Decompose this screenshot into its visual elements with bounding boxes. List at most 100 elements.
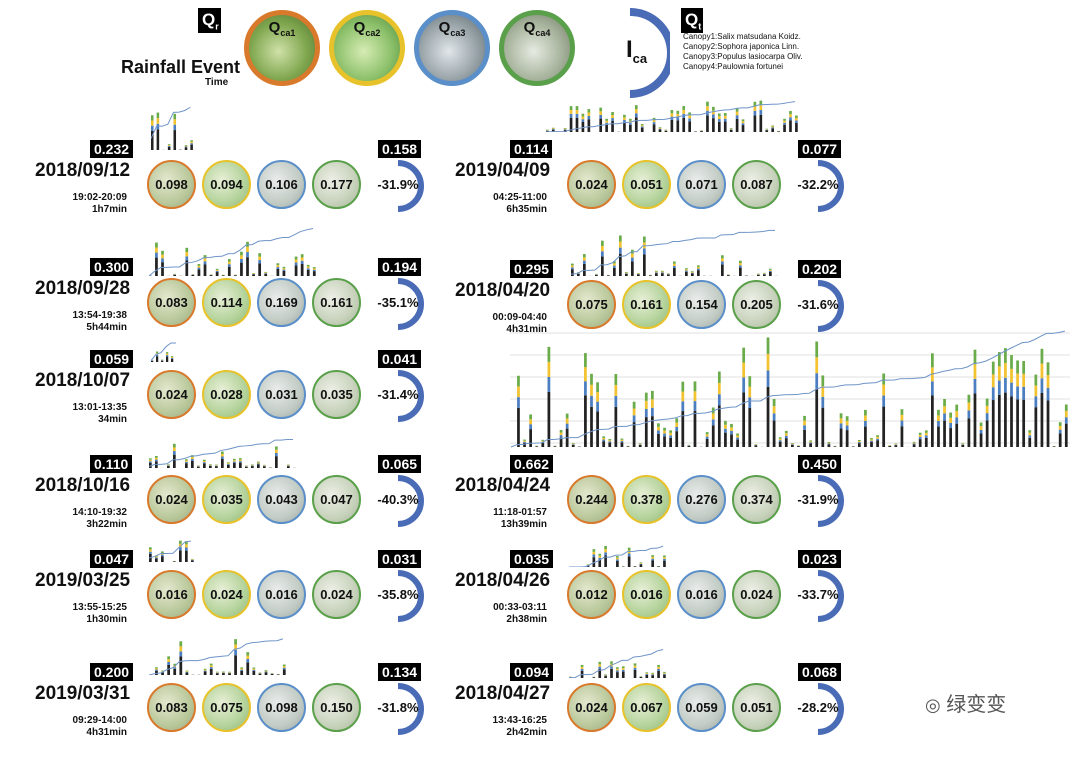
- rain-bar-segment: [554, 446, 557, 447]
- rain-bar-segment: [167, 662, 170, 665]
- rain-bar-segment: [961, 445, 964, 447]
- rain-bar-segment: [157, 113, 160, 119]
- rain-bar-segment: [161, 251, 164, 255]
- rain-bar-segment: [986, 399, 989, 406]
- ica-ring: -35.1%: [372, 278, 424, 330]
- rain-bar-segment: [992, 374, 995, 387]
- event-duration: 1h30min: [7, 614, 127, 626]
- rain-bar-segment: [216, 673, 219, 675]
- rain-bar-segment: [1047, 375, 1050, 388]
- qr-value: 0.114: [510, 140, 552, 158]
- rain-bar-segment: [657, 665, 660, 667]
- rain-bar-segment: [882, 407, 885, 447]
- rain-bar-segment: [240, 259, 243, 263]
- rain-bar-segment: [517, 386, 520, 397]
- rain-bar-segment: [643, 237, 646, 243]
- rain-bar-segment: [1016, 373, 1019, 386]
- rain-bar-segment: [759, 105, 762, 110]
- rain-bar-segment: [161, 551, 164, 553]
- rain-bar-segment: [706, 439, 709, 447]
- canopy1-value-circle: 0.083: [147, 278, 196, 327]
- rain-bar-segment: [639, 445, 642, 447]
- rain-bar-segment: [961, 444, 964, 445]
- rain-bar-segment: [613, 263, 616, 265]
- rain-bar-segment: [637, 274, 640, 276]
- rain-bar-segment: [523, 441, 526, 442]
- rain-bar-segment: [179, 646, 182, 651]
- canopy3-value-circle: 0.059: [677, 683, 726, 732]
- rain-bar-segment: [694, 411, 697, 447]
- rain-bar-segment: [712, 107, 715, 111]
- rain-bar-segment: [610, 666, 613, 668]
- rain-bar-segment: [828, 443, 831, 444]
- rain-bar-segment: [682, 110, 685, 114]
- qt-value: 0.065: [378, 455, 421, 473]
- rain-bar-segment: [216, 270, 219, 271]
- rain-bar-segment: [769, 269, 772, 270]
- rain-bar-segment: [882, 374, 885, 385]
- rain-bar-segment: [688, 446, 691, 447]
- event-duration: 6h35min: [427, 204, 547, 216]
- rain-bar-segment: [633, 402, 636, 409]
- rain-bar-segment: [925, 433, 928, 435]
- rain-bar-segment: [173, 275, 176, 276]
- rain-bar-segment: [576, 110, 579, 114]
- rain-bar-segment: [925, 438, 928, 447]
- rain-bar-segment: [730, 130, 733, 132]
- rain-bar-segment: [198, 264, 201, 266]
- canopy4-value-circle: 0.035: [312, 370, 361, 419]
- rain-bar-segment: [593, 677, 596, 678]
- rain-bar-segment: [277, 267, 280, 269]
- rain-bar-segment: [730, 129, 733, 130]
- rain-bar-segment: [168, 145, 171, 146]
- ica-ring: -31.9%: [792, 475, 844, 527]
- rainfall-mini-chart: [148, 637, 288, 675]
- rain-bar-segment: [186, 672, 189, 673]
- rain-bar-segment: [791, 444, 794, 445]
- event-time-range: 04:25-11:00: [427, 192, 547, 204]
- rain-bar-segment: [301, 254, 304, 257]
- rain-bar-segment: [641, 126, 644, 127]
- rain-bar-segment: [174, 125, 177, 130]
- rain-bar-segment: [754, 115, 757, 132]
- rain-bar-segment: [227, 465, 230, 468]
- rain-bar-segment: [198, 268, 201, 270]
- event-duration: 2h38min: [427, 614, 547, 626]
- rain-bar-segment: [1065, 424, 1068, 447]
- rain-bar-segment: [1028, 433, 1031, 436]
- rain-bar-segment: [694, 381, 697, 391]
- rain-bar-segment: [155, 243, 158, 248]
- rain-bar-segment: [197, 467, 200, 468]
- rain-bar-segment: [623, 117, 626, 120]
- rain-bar-segment: [712, 425, 715, 447]
- rain-bar-segment: [671, 113, 674, 116]
- rain-bar-segment: [151, 361, 153, 362]
- rain-bar-segment: [691, 271, 694, 272]
- rain-bar-segment: [846, 430, 849, 447]
- rain-bar-segment: [604, 675, 607, 676]
- rain-bar-segment: [718, 383, 721, 394]
- canopy2-value-circle: 0.035: [202, 475, 251, 524]
- rain-bar-segment: [681, 401, 684, 411]
- rain-bar-segment: [712, 419, 715, 425]
- rain-bar-segment: [640, 677, 643, 678]
- canopy3-value-circle: 0.031: [257, 370, 306, 419]
- qt-value: 0.194: [378, 258, 421, 276]
- rain-bar-segment: [789, 111, 792, 114]
- rain-bar-segment: [673, 268, 676, 276]
- rain-bar-segment: [645, 673, 648, 674]
- rain-bar-segment: [980, 426, 983, 430]
- rain-bar-segment: [712, 114, 715, 118]
- rain-bar-segment: [564, 129, 567, 130]
- rain-bar-segment: [661, 271, 664, 272]
- rain-bar-segment: [257, 464, 260, 468]
- rain-bar-segment: [974, 379, 977, 394]
- rain-bar-segment: [663, 674, 666, 675]
- rain-bar-segment: [1053, 446, 1056, 447]
- canopy3-header-circle: Qca3: [414, 10, 490, 86]
- rain-bar-segment: [216, 271, 219, 272]
- rain-bar-segment: [876, 435, 879, 437]
- rain-bar-segment: [730, 427, 733, 430]
